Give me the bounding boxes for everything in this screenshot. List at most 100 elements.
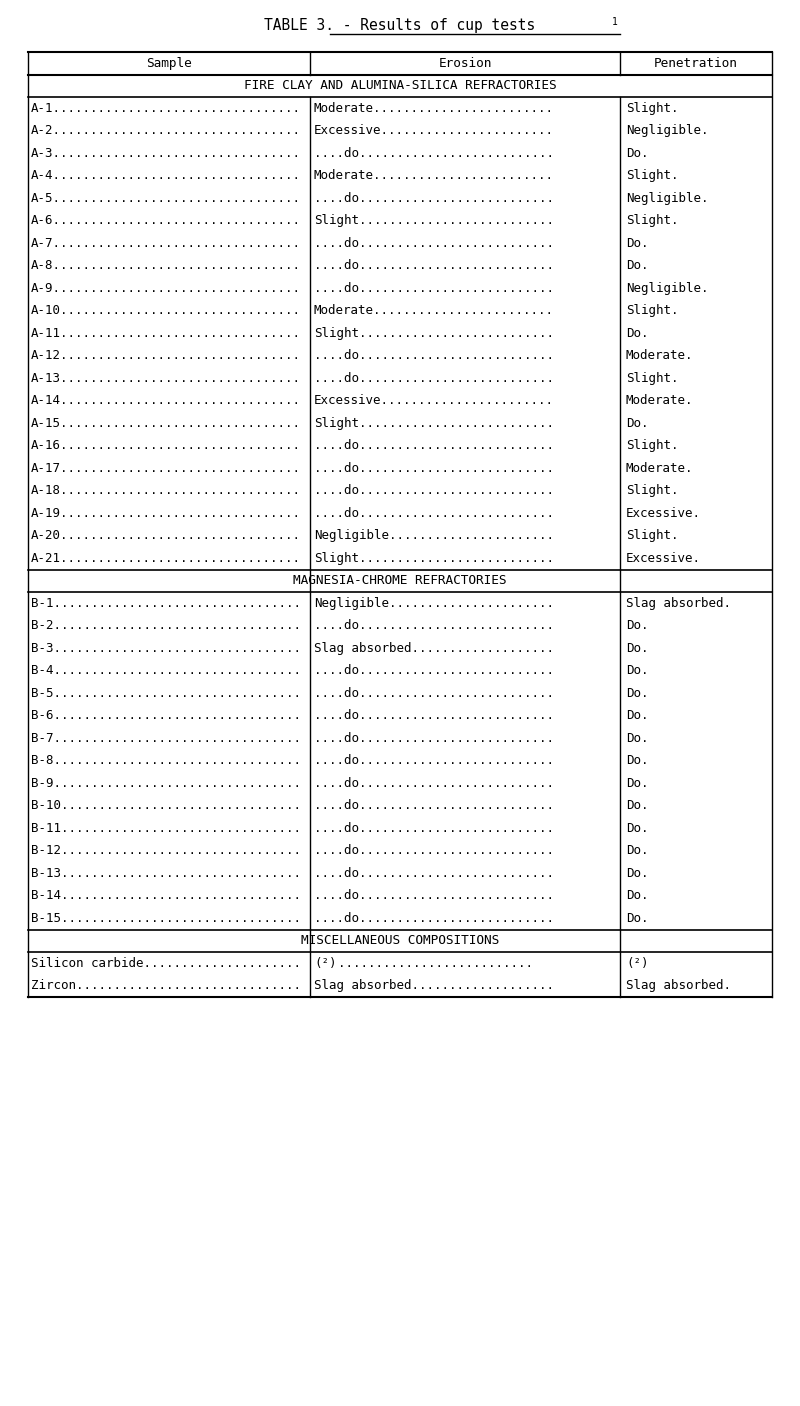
Text: A-15................................: A-15................................: [31, 416, 301, 430]
Text: Slight.: Slight.: [626, 214, 678, 228]
Text: Slight.: Slight.: [626, 304, 678, 318]
Text: A-9.................................: A-9.................................: [31, 281, 301, 295]
Text: ....do..........................: ....do..........................: [314, 664, 554, 678]
Text: Do.: Do.: [626, 911, 649, 925]
Text: ....do..........................: ....do..........................: [314, 349, 554, 363]
Text: Do.: Do.: [626, 709, 649, 723]
Text: Do.: Do.: [626, 416, 649, 430]
Text: A-5.................................: A-5.................................: [31, 191, 301, 205]
Text: ....do..........................: ....do..........................: [314, 731, 554, 745]
Text: Slight.: Slight.: [626, 101, 678, 115]
Text: ....do..........................: ....do..........................: [314, 866, 554, 880]
Text: B-3.................................: B-3.................................: [31, 641, 301, 655]
Text: FIRE CLAY AND ALUMINA-SILICA REFRACTORIES: FIRE CLAY AND ALUMINA-SILICA REFRACTORIE…: [244, 79, 556, 93]
Text: A-8.................................: A-8.................................: [31, 259, 301, 273]
Text: A-7.................................: A-7.................................: [31, 236, 301, 250]
Text: B-8.................................: B-8.................................: [31, 754, 301, 768]
Text: Negligible.: Negligible.: [626, 281, 709, 295]
Text: ....do..........................: ....do..........................: [314, 619, 554, 633]
Text: A-4.................................: A-4.................................: [31, 169, 301, 183]
Text: Slag absorbed...................: Slag absorbed...................: [314, 641, 554, 655]
Text: MISCELLANEOUS COMPOSITIONS: MISCELLANEOUS COMPOSITIONS: [301, 934, 499, 948]
Text: Sample: Sample: [146, 56, 192, 70]
Text: Do.: Do.: [626, 754, 649, 768]
Text: Do.: Do.: [626, 259, 649, 273]
Text: ....do..........................: ....do..........................: [314, 776, 554, 790]
Text: ....do..........................: ....do..........................: [314, 236, 554, 250]
Text: B-6.................................: B-6.................................: [31, 709, 301, 723]
Text: A-2.................................: A-2.................................: [31, 124, 301, 138]
Text: B-5.................................: B-5.................................: [31, 686, 301, 700]
Text: TABLE 3. - Results of cup tests: TABLE 3. - Results of cup tests: [264, 18, 536, 32]
Text: ....do..........................: ....do..........................: [314, 191, 554, 205]
Text: B-12................................: B-12................................: [31, 844, 301, 858]
Text: Silicon carbide.....................: Silicon carbide.....................: [31, 956, 301, 970]
Text: Excessive.: Excessive.: [626, 551, 701, 565]
Text: Moderate........................: Moderate........................: [314, 304, 554, 318]
Text: ....do..........................: ....do..........................: [314, 686, 554, 700]
Text: Slag absorbed.: Slag absorbed.: [626, 596, 731, 610]
Text: A-1.................................: A-1.................................: [31, 101, 301, 115]
Text: Do.: Do.: [626, 686, 649, 700]
Text: ..........................: ..........................: [338, 956, 533, 970]
Text: Do.: Do.: [626, 731, 649, 745]
Text: B-14................................: B-14................................: [31, 889, 301, 903]
Text: ....do..........................: ....do..........................: [314, 461, 554, 475]
Text: A-17................................: A-17................................: [31, 461, 301, 475]
Text: Do.: Do.: [626, 326, 649, 340]
Text: B-10................................: B-10................................: [31, 799, 301, 813]
Text: Negligible.: Negligible.: [626, 191, 709, 205]
Text: MAGNESIA-CHROME REFRACTORIES: MAGNESIA-CHROME REFRACTORIES: [294, 574, 506, 588]
Text: Do.: Do.: [626, 236, 649, 250]
Text: ....do..........................: ....do..........................: [314, 484, 554, 498]
Text: Do.: Do.: [626, 776, 649, 790]
Text: Do.: Do.: [626, 866, 649, 880]
Text: Slight.: Slight.: [626, 484, 678, 498]
Text: Moderate........................: Moderate........................: [314, 101, 554, 115]
Text: Do.: Do.: [626, 664, 649, 678]
Text: ....do..........................: ....do..........................: [314, 506, 554, 520]
Text: B-13................................: B-13................................: [31, 866, 301, 880]
Text: Do.: Do.: [626, 619, 649, 633]
Text: Do.: Do.: [626, 641, 649, 655]
Text: ....do..........................: ....do..........................: [314, 281, 554, 295]
Text: A-11................................: A-11................................: [31, 326, 301, 340]
Text: Moderate.: Moderate.: [626, 394, 694, 408]
Text: ....do..........................: ....do..........................: [314, 821, 554, 835]
Text: A-19................................: A-19................................: [31, 506, 301, 520]
Text: Do.: Do.: [626, 821, 649, 835]
Text: Slight.: Slight.: [626, 439, 678, 453]
Text: A-21................................: A-21................................: [31, 551, 301, 565]
Text: B-4.................................: B-4.................................: [31, 664, 301, 678]
Text: Slight..........................: Slight..........................: [314, 214, 554, 228]
Text: Moderate........................: Moderate........................: [314, 169, 554, 183]
Text: ....do..........................: ....do..........................: [314, 439, 554, 453]
Text: Moderate.: Moderate.: [626, 349, 694, 363]
Text: 1: 1: [612, 17, 618, 27]
Text: B-9.................................: B-9.................................: [31, 776, 301, 790]
Text: ....do..........................: ....do..........................: [314, 709, 554, 723]
Text: A-12................................: A-12................................: [31, 349, 301, 363]
Text: Negligible.: Negligible.: [626, 124, 709, 138]
Text: A-16................................: A-16................................: [31, 439, 301, 453]
Text: Slight..........................: Slight..........................: [314, 551, 554, 565]
Text: Do.: Do.: [626, 889, 649, 903]
Text: ....do..........................: ....do..........................: [314, 799, 554, 813]
Text: (²): (²): [314, 956, 337, 970]
Text: B-1.................................: B-1.................................: [31, 596, 301, 610]
Text: Erosion: Erosion: [438, 56, 492, 70]
Text: Slight..........................: Slight..........................: [314, 326, 554, 340]
Text: A-14................................: A-14................................: [31, 394, 301, 408]
Text: ....do..........................: ....do..........................: [314, 146, 554, 160]
Text: ....do..........................: ....do..........................: [314, 889, 554, 903]
Text: ....do..........................: ....do..........................: [314, 844, 554, 858]
Text: B-2.................................: B-2.................................: [31, 619, 301, 633]
Text: A-10................................: A-10................................: [31, 304, 301, 318]
Text: Slight.: Slight.: [626, 371, 678, 385]
Text: Negligible......................: Negligible......................: [314, 596, 554, 610]
Text: Moderate.: Moderate.: [626, 461, 694, 475]
Text: A-20................................: A-20................................: [31, 529, 301, 543]
Text: A-6.................................: A-6.................................: [31, 214, 301, 228]
Text: Do.: Do.: [626, 799, 649, 813]
Text: Do.: Do.: [626, 844, 649, 858]
